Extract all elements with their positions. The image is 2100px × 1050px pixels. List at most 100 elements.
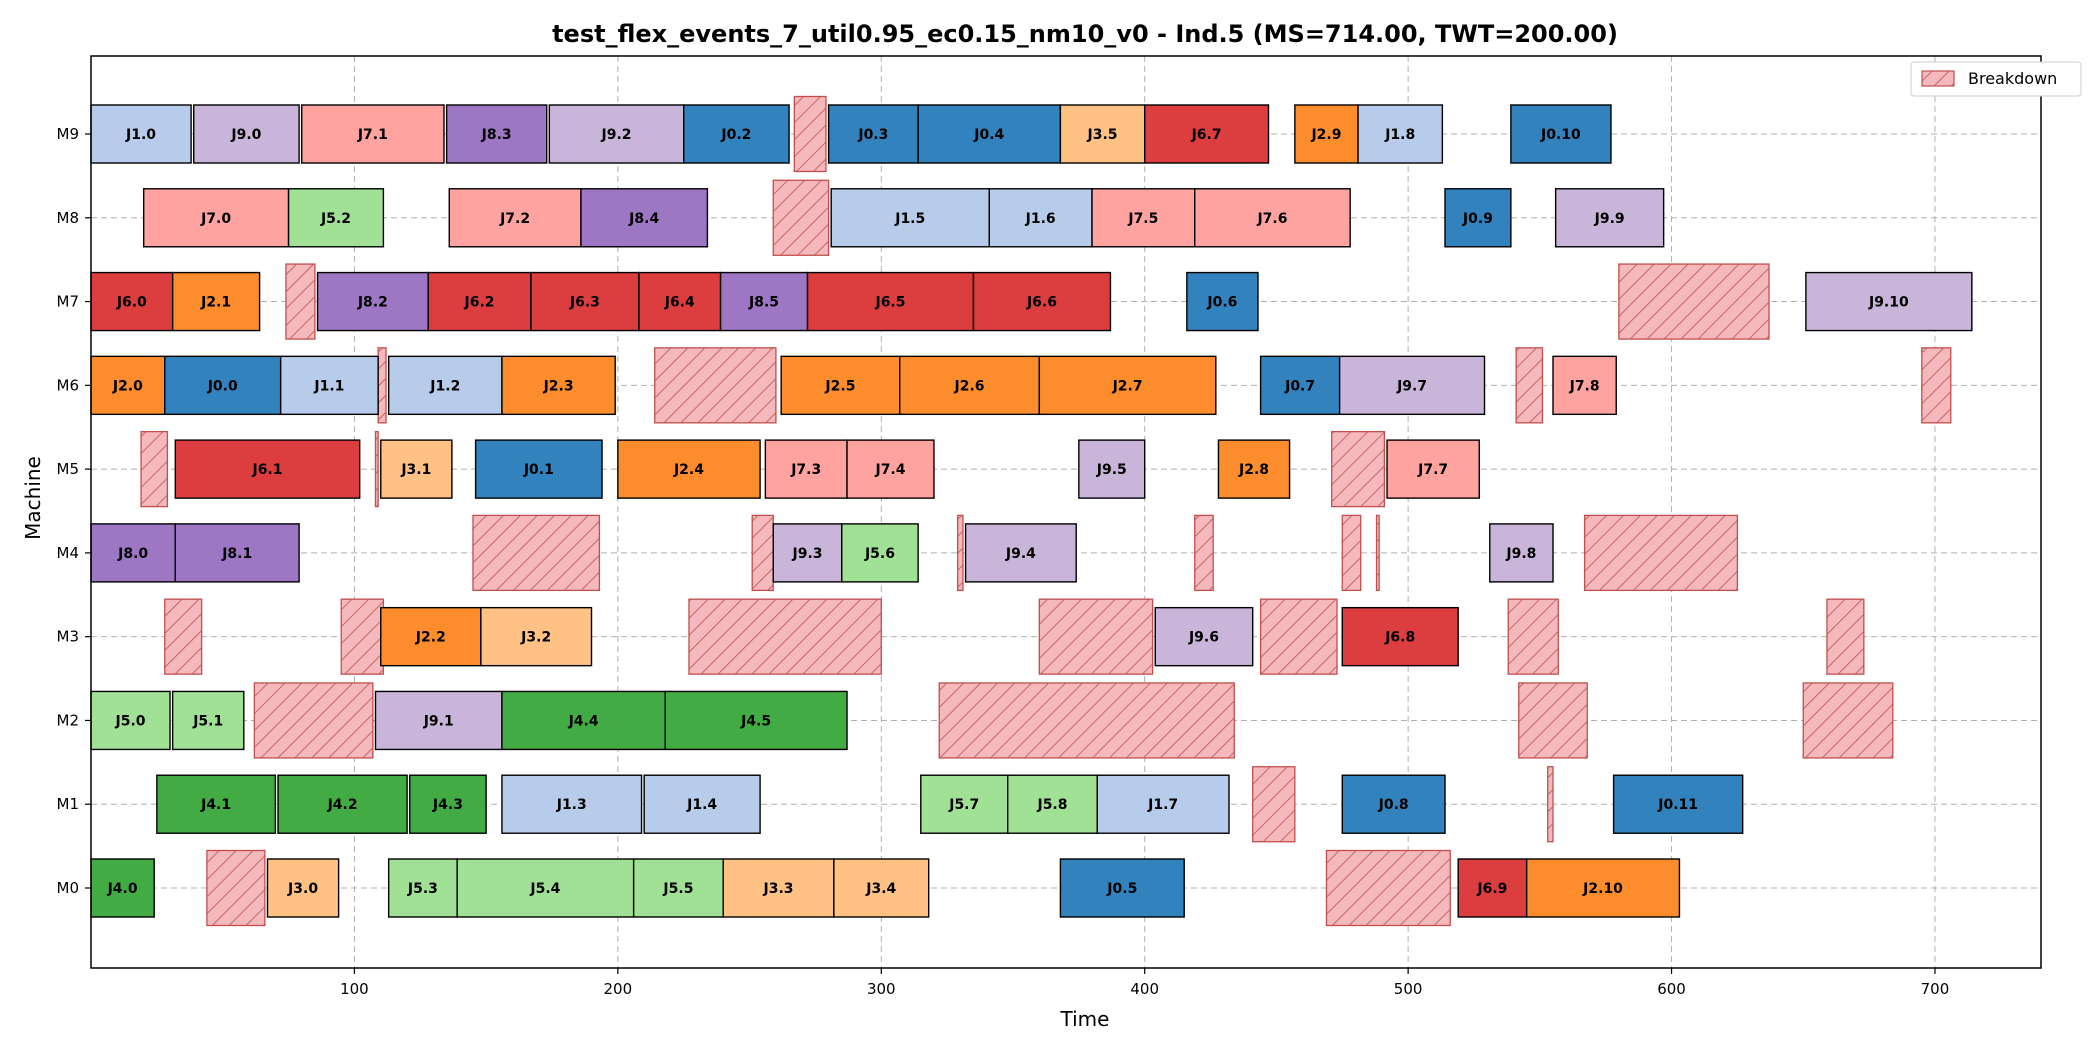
operation-bar	[174, 523, 300, 583]
operation-bar	[964, 523, 1077, 583]
operation-bar	[1078, 439, 1146, 499]
operation-label: J2.6	[954, 378, 985, 394]
operation-bar	[530, 271, 640, 332]
operation-bar	[580, 188, 709, 248]
breakdown-bar	[374, 430, 379, 508]
operation-bar	[764, 439, 848, 499]
breakdown-bar	[1331, 430, 1386, 508]
operation-label: J3.0	[287, 881, 318, 897]
operation-label: J4.5	[740, 713, 771, 729]
breakdown-bar	[938, 682, 1235, 759]
operation-label: J9.9	[1594, 211, 1625, 227]
breakdown-bar	[1802, 682, 1894, 759]
y-tick-label: M6	[57, 376, 80, 394]
x-tick-label: 400	[1130, 980, 1159, 998]
operation-bar	[1154, 606, 1254, 667]
operation-label: J0.5	[1106, 881, 1137, 897]
breakdown-bar	[140, 430, 169, 508]
y-tick-label: M2	[57, 711, 80, 729]
breakdown-bar	[957, 514, 964, 592]
operation-label: J0.8	[1378, 797, 1409, 813]
operation-label: J2.8	[1238, 462, 1269, 478]
operation-label: J8.5	[748, 295, 779, 311]
operation-label: J5.0	[115, 713, 146, 729]
operation-label: J5.8	[1036, 797, 1067, 813]
breakdown-bar	[1618, 263, 1770, 340]
breakdown-bar	[1826, 598, 1865, 675]
breakdown-bar	[1375, 514, 1380, 592]
operation-label: J7.4	[874, 462, 905, 478]
operation-label: J9.5	[1096, 462, 1127, 478]
operation-label: J2.7	[1112, 378, 1143, 394]
operation-label: J0.2	[720, 127, 751, 143]
breakdown-bar	[793, 95, 827, 173]
operation-bar	[1510, 104, 1612, 164]
operation-bar	[988, 188, 1093, 248]
operation-bar	[1357, 104, 1444, 164]
operation-label: J1.3	[556, 797, 587, 813]
operation-bar	[279, 355, 379, 416]
operation-label: J3.3	[763, 881, 794, 897]
x-tick-label: 300	[867, 980, 896, 998]
operation-bar	[1059, 858, 1185, 918]
operation-label: J0.3	[857, 127, 888, 143]
operation-label: J2.10	[1582, 881, 1623, 897]
operation-bar	[638, 271, 722, 332]
operation-label: J3.5	[1087, 127, 1118, 143]
operation-bar	[1338, 355, 1486, 416]
operation-label: J5.5	[662, 881, 693, 897]
operation-label: J0.9	[1462, 211, 1493, 227]
operation-bar	[972, 271, 1112, 332]
y-tick-label: M3	[57, 628, 80, 646]
operation-bar	[90, 690, 171, 751]
operation-bar	[617, 439, 761, 499]
operation-label: J1.5	[894, 211, 925, 227]
operation-bar	[1186, 271, 1259, 332]
operation-bar	[316, 271, 429, 332]
operation-bar	[643, 774, 761, 834]
operation-bar	[683, 104, 790, 164]
operation-bar	[1489, 523, 1554, 583]
breakdown-bar	[164, 598, 203, 675]
operation-label: J5.3	[407, 881, 438, 897]
operation-label: J9.4	[1005, 546, 1036, 562]
x-tick-label: 200	[604, 980, 633, 998]
operation-label: J4.3	[432, 797, 463, 813]
breakdown-bar	[1341, 514, 1362, 592]
operation-bar	[917, 104, 1062, 164]
operation-bar	[287, 188, 385, 248]
operation-bar	[806, 271, 975, 332]
y-tick-label: M0	[57, 879, 80, 897]
y-tick-label: M5	[57, 460, 80, 478]
operation-bar	[171, 271, 261, 332]
breakdown-bar	[772, 179, 830, 256]
operation-label: J1.2	[429, 378, 460, 394]
operation-label: J1.8	[1384, 127, 1415, 143]
operation-bar	[1552, 355, 1617, 416]
breakdown-bar	[206, 849, 266, 927]
operation-bar	[1294, 104, 1359, 164]
y-tick-label: M1	[57, 795, 80, 813]
operation-bar	[1341, 774, 1446, 834]
operation-label: J1.6	[1025, 211, 1056, 227]
operation-label: J2.9	[1310, 127, 1341, 143]
operation-bar	[1386, 439, 1480, 499]
breakdown-bar	[285, 263, 316, 340]
operation-label: J3.2	[520, 630, 551, 646]
operation-label: J9.10	[1868, 295, 1909, 311]
operation-bar	[1096, 774, 1230, 834]
operation-label: J4.1	[200, 797, 231, 813]
operation-label: J0.11	[1657, 797, 1698, 813]
operation-bar	[1217, 439, 1291, 499]
operation-label: J0.0	[207, 378, 238, 394]
operation-bar	[1059, 104, 1146, 164]
x-tick-label: 100	[340, 980, 369, 998]
operation-label: J2.2	[415, 630, 446, 646]
y-tick-label: M8	[57, 209, 80, 227]
operation-bar	[920, 774, 1009, 834]
operation-bar	[480, 606, 593, 667]
breakdown-bar	[751, 514, 774, 592]
operation-bar	[1194, 188, 1351, 248]
operation-bar	[772, 523, 843, 583]
